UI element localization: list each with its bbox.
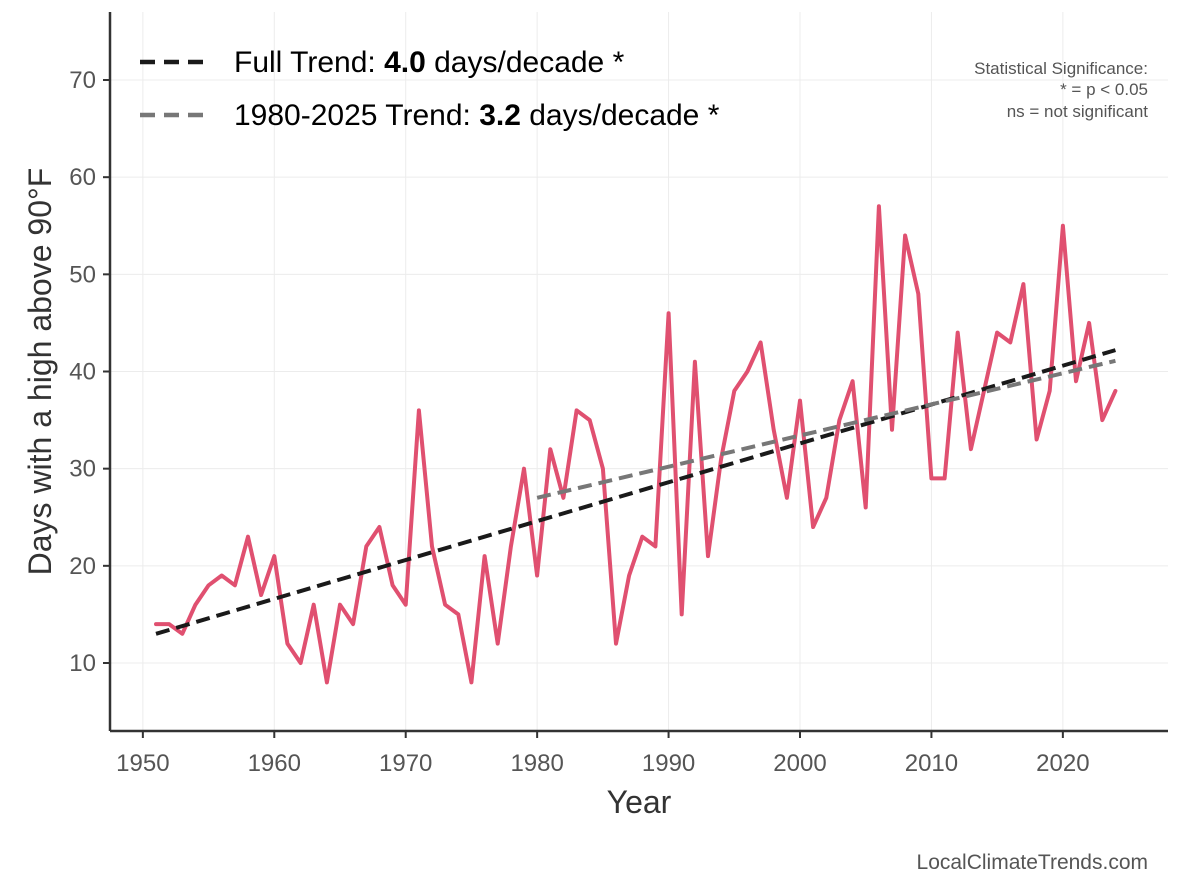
x-tick-label: 1950 bbox=[116, 750, 169, 777]
grid bbox=[110, 12, 1168, 731]
legend-entry: Full Trend: 4.0 days/decade * bbox=[234, 46, 625, 79]
series-layer bbox=[154, 204, 1118, 685]
significance-ns: ns = not significant bbox=[1007, 102, 1149, 121]
significance-p-value: * = p < 0.05 bbox=[1060, 80, 1148, 99]
x-axis-title: Year bbox=[607, 784, 672, 820]
y-tick-label: 30 bbox=[69, 456, 96, 483]
x-tick-label: 2010 bbox=[905, 750, 958, 777]
series-line bbox=[154, 204, 1118, 685]
legend: Full Trend: 4.0 days/decade * 1980-2025 T… bbox=[140, 46, 720, 132]
y-tick-label: 20 bbox=[69, 553, 96, 580]
source-credit: LocalClimateTrends.com bbox=[917, 851, 1148, 874]
x-tick-label: 1970 bbox=[379, 750, 432, 777]
y-tick-label: 50 bbox=[69, 261, 96, 288]
recent-trend-line bbox=[536, 358, 1116, 500]
x-tick-label: 1980 bbox=[510, 750, 563, 777]
full-trend-line bbox=[155, 348, 1116, 636]
legend-entry: 1980-2025 Trend: 3.2 days/decade * bbox=[234, 99, 720, 132]
y-tick-label: 70 bbox=[69, 67, 96, 94]
y-tick-label: 40 bbox=[69, 359, 96, 386]
y-tick-label: 10 bbox=[69, 650, 96, 677]
ticks: 10 20 30 40 50 60 70 1950 1960 1970 1980 1990 2000 20… bbox=[69, 67, 1089, 777]
x-tick-label: 1960 bbox=[248, 750, 301, 777]
x-tick-label: 2020 bbox=[1036, 750, 1089, 777]
x-tick-label: 1990 bbox=[642, 750, 695, 777]
y-tick-label: 60 bbox=[69, 164, 96, 191]
trend-layer bbox=[155, 348, 1116, 636]
x-tick-label: 2000 bbox=[773, 750, 826, 777]
significance-title: Statistical Significance: bbox=[974, 59, 1148, 78]
y-axis-title: Days with a high above 90°F bbox=[22, 168, 58, 576]
